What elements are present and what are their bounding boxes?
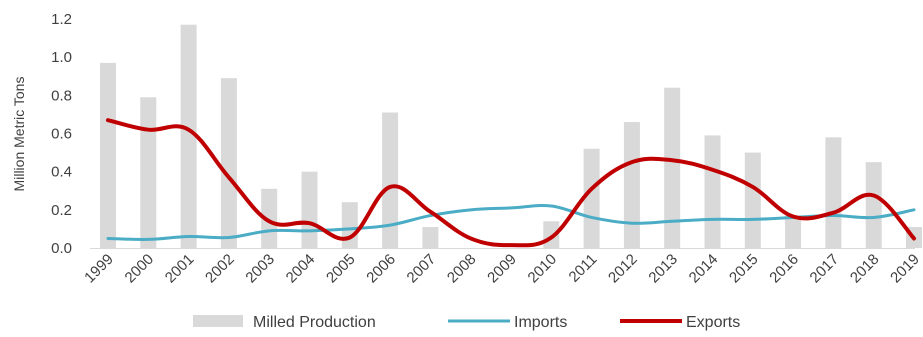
x-tick-label: 2008 [444,251,480,287]
bar-milled-production [664,87,681,248]
x-tick-label: 2018 [847,251,883,287]
bar-milled-production [301,171,318,248]
x-tick-label: 2017 [807,251,843,287]
legend-swatch-milled-production [193,315,243,327]
legend-label-imports: Imports [514,314,567,331]
bar-milled-production [341,202,358,248]
x-tick-label: 2004 [283,251,319,287]
x-tick-label: 2006 [363,251,399,287]
bar-milled-production [583,148,600,248]
y-tick-label: 0.4 [51,164,72,181]
bar-milled-production [220,78,237,249]
line-exports [106,118,916,248]
y-tick-label: 0.2 [51,202,72,219]
legend: Milled Production Imports Exports [193,314,740,331]
bar-milled-production [623,122,640,248]
x-tick-label: 1999 [81,251,117,287]
bar-milled-production [825,137,842,248]
bar-milled-production [100,62,116,249]
bars-layer [100,24,922,249]
lines-layer [106,118,916,248]
legend-label-milled-production: Milled Production [253,314,376,331]
x-tick-label: 2014 [686,251,722,287]
x-tick-label: 2007 [404,251,440,287]
bar-milled-production [744,152,761,248]
bar-milled-production [261,188,278,248]
x-tick-label: 2003 [242,251,278,287]
x-tick-label: 2010 [525,251,561,287]
bar-milled-production [422,227,439,248]
x-tick-label: 2012 [605,251,641,287]
y-tick-label: 1.0 [51,49,72,66]
y-tick-label: 1.2 [51,11,72,28]
bar-milled-production [140,97,157,248]
y-tick-label: 0.0 [51,240,72,257]
bar-milled-production [180,24,197,248]
legend-label-exports: Exports [686,314,740,331]
x-tick-label: 2019 [887,251,923,287]
bar-milled-production [704,135,721,248]
x-tick-label: 2005 [323,251,359,287]
x-tick-label: 2001 [162,251,198,287]
y-axis-label: Million Metric Tons [11,77,27,192]
bar-milled-production [785,215,802,248]
x-tick-label: 2009 [484,251,520,287]
y-tick-label: 0.8 [51,87,72,104]
x-tick-label: 2013 [645,251,681,287]
y-tick-label: 0.6 [51,126,72,143]
x-tick-label: 2016 [766,251,802,287]
x-tick-label: 2015 [726,251,762,287]
x-tick-label: 2000 [122,251,158,287]
x-tick-label: 2002 [202,251,238,287]
line-imports [106,203,916,241]
x-tick-label: 2011 [566,251,601,286]
bar-milled-production [865,162,882,248]
bar-milled-production [382,112,399,248]
